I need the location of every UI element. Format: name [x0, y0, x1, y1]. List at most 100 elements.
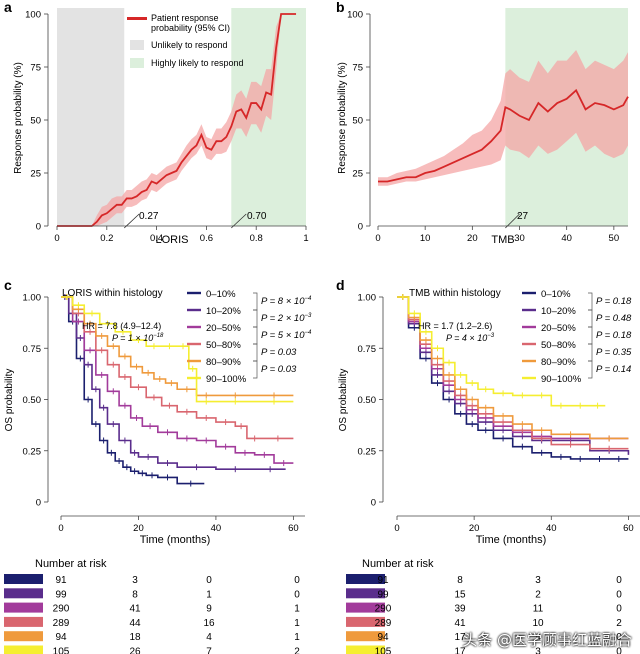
risk-cell-d: 8 — [457, 575, 463, 586]
annotation-arrow-27 — [505, 213, 520, 229]
legend-label-response-l2: probability (95% CI) — [151, 23, 230, 33]
risk-swatch-c-3 — [4, 616, 43, 627]
annotation-070: 0.70 — [247, 211, 267, 222]
risk-swatch-d-3 — [346, 616, 385, 627]
legend-label-d-5: 90–100% — [541, 374, 582, 385]
risk-cell-d: 17 — [454, 647, 466, 654]
x-tick-label-a: 0.6 — [200, 233, 213, 244]
x-tick-label-d: 60 — [623, 523, 634, 534]
hr-text-d: HR = 1.7 (1.2–2.6) — [418, 321, 492, 331]
risk-title-d: Number at risk — [362, 558, 434, 570]
risk-cell-c: 99 — [55, 589, 67, 600]
p-text-c: P = 1 × 10−18 — [112, 333, 164, 343]
panel-label-a: a — [4, 0, 12, 15]
risk-cell-c: 1 — [294, 604, 300, 615]
legend-label-response-l1: Patient response — [151, 13, 219, 23]
x-axis-label-c: Time (months) — [140, 534, 211, 546]
x-tick-label-b: 0 — [375, 233, 380, 244]
legend-swatch-unlikely — [130, 40, 144, 50]
x-tick-label-b: 50 — [609, 233, 620, 244]
panel-d: d 0 20 40 60 0 0.25 0.50 0.75 1.00 0–10% 10–20% 20–… — [336, 277, 640, 546]
x-tick-label-c: 40 — [211, 523, 222, 534]
risk-cell-c: 1 — [294, 632, 300, 643]
shaded-region-a — [57, 8, 125, 226]
risk-cell-c: 2 — [294, 647, 300, 654]
risk-cell-d: 99 — [377, 589, 389, 600]
annotation-027: 0.27 — [139, 211, 159, 222]
y-axis-label-c: OS probability — [4, 369, 15, 432]
watermark: 头条 @医学顾事红蓝融合 — [462, 631, 632, 649]
legend-label-d-1: 10–20% — [541, 306, 576, 317]
p-bracket-c-0 — [253, 292, 258, 311]
annotation-27: 27 — [517, 211, 529, 222]
risk-cell-c: 1 — [206, 589, 212, 600]
risk-cell-d: 0 — [616, 575, 622, 586]
risk-cell-d: 15 — [454, 589, 466, 600]
panel-b: b 0 10 20 30 40 50 0 25 50 75 100 TMB Response pro… — [336, 0, 629, 246]
risk-cell-c: 290 — [53, 604, 70, 615]
y-tick-label-d: 0 — [371, 498, 376, 509]
legend-label-d-2: 20–50% — [541, 323, 576, 334]
risk-cell-d: 0 — [616, 647, 622, 654]
risk-cell-c: 41 — [129, 604, 141, 615]
y-axis-label-a: Response probability (%) — [13, 62, 24, 174]
risk-swatch-c-5 — [4, 645, 43, 654]
risk-cell-c: 1 — [294, 618, 300, 629]
x-axis-label-d: Time (months) — [476, 534, 547, 546]
risk-swatch-c-4 — [4, 631, 43, 642]
x-tick-label-c: 0 — [58, 523, 63, 534]
x-tick-label-b: 40 — [561, 233, 572, 244]
y-tick-label-b: 25 — [352, 169, 363, 180]
risk-cell-d: 11 — [533, 604, 544, 615]
p-bracket-c-1 — [253, 309, 258, 328]
risk-cell-d: 0 — [616, 604, 622, 615]
km-curve-c-1 — [61, 296, 286, 470]
risk-cell-c: 9 — [206, 604, 212, 615]
p-bracket-d-0 — [588, 292, 593, 311]
y-tick-label-b: 0 — [358, 222, 363, 233]
hr-text-c: HR = 7.8 (4.9–12.4) — [82, 321, 161, 331]
risk-cell-c: 4 — [206, 632, 212, 643]
pairwise-p-c-0: P = 8 × 10−4 — [261, 296, 312, 307]
p-bracket-c-3 — [253, 343, 258, 362]
risk-cell-d: 3 — [535, 575, 541, 586]
inset-title-c: LORIS within histology — [62, 288, 163, 299]
response-line-b — [378, 88, 629, 183]
risk-cell-c: 0 — [294, 575, 300, 586]
x-tick-label-a: 0.4 — [150, 233, 163, 244]
risk-cell-d: 2 — [616, 618, 622, 629]
risk-cell-d: 39 — [454, 604, 466, 615]
risk-cell-d: 4 — [535, 632, 541, 643]
ci-band-a — [57, 14, 297, 226]
risk-cell-c: 0 — [206, 575, 212, 586]
x-tick-label-a: 0.2 — [100, 233, 113, 244]
risk-swatch-d-2 — [346, 602, 385, 613]
legend-label-c-0: 0–10% — [206, 289, 236, 300]
pairwise-p-d-2: P = 0.18 — [596, 330, 632, 341]
risk-cell-c: 289 — [53, 618, 70, 629]
legend-label-d-3: 50–80% — [541, 340, 576, 351]
y-axis-label-d: OS probability — [338, 369, 349, 432]
legend-a: Patient response probability (95% CI) Un… — [127, 13, 244, 68]
km-curve-c-3 — [61, 296, 294, 440]
risk-cell-d: 289 — [375, 618, 392, 629]
risk-cell-d: 91 — [377, 575, 389, 586]
risk-cell-d: 3 — [535, 647, 541, 654]
panel-a: a 0 0.2 0.4 0.6 0.8 1 0 25 50 75 100 LORIS Respons… — [4, 0, 309, 246]
x-tick-label-b: 30 — [514, 233, 525, 244]
legend-swatch-likely — [130, 58, 144, 68]
y-tick-label-c: 0 — [36, 498, 41, 509]
p-bracket-c-2 — [253, 326, 258, 345]
risk-cell-c: 26 — [129, 647, 141, 654]
risk-cell-d: 41 — [454, 618, 466, 629]
legend-label-d-4: 80–90% — [541, 357, 576, 368]
risk-swatch-c-0 — [4, 574, 43, 584]
risk-cell-d: 10 — [532, 618, 544, 629]
risk-cell-d: 290 — [375, 604, 392, 615]
legend-label-c-4: 80–90% — [206, 357, 241, 368]
legend-label-c-2: 20–50% — [206, 323, 241, 334]
panel-label-c: c — [4, 277, 12, 293]
pairwise-p-d-1: P = 0.48 — [596, 313, 632, 324]
legend-label-c-1: 10–20% — [206, 306, 241, 317]
risk-cell-c: 105 — [53, 647, 70, 654]
